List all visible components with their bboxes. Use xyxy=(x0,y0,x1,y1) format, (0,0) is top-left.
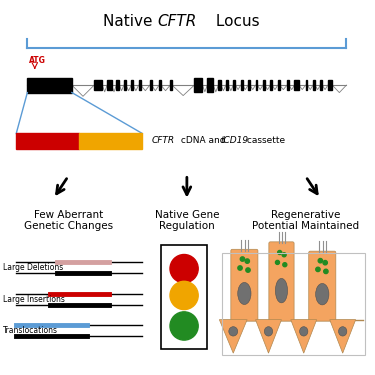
Bar xyxy=(94,81,102,90)
Ellipse shape xyxy=(275,278,288,303)
Bar xyxy=(27,78,72,93)
Bar xyxy=(218,81,221,90)
Bar xyxy=(116,81,119,90)
Circle shape xyxy=(246,268,250,272)
Ellipse shape xyxy=(316,284,329,305)
Bar xyxy=(226,81,228,90)
FancyBboxPatch shape xyxy=(231,249,258,321)
Bar xyxy=(320,81,322,90)
FancyBboxPatch shape xyxy=(269,242,294,321)
Text: cassette: cassette xyxy=(244,136,285,146)
Bar xyxy=(248,81,250,90)
Text: Native Gene
Regulation: Native Gene Regulation xyxy=(154,210,219,231)
Circle shape xyxy=(323,261,327,265)
Text: Native: Native xyxy=(103,14,157,29)
Circle shape xyxy=(238,266,242,270)
Bar xyxy=(306,81,308,90)
Circle shape xyxy=(245,259,249,263)
Bar xyxy=(107,81,112,90)
Bar xyxy=(170,81,172,90)
Ellipse shape xyxy=(238,282,251,304)
FancyBboxPatch shape xyxy=(161,245,207,350)
Bar xyxy=(159,81,161,90)
Text: Large Deletions: Large Deletions xyxy=(3,263,63,272)
Circle shape xyxy=(316,267,320,272)
Bar xyxy=(79,133,142,149)
Text: ATG: ATG xyxy=(29,56,46,64)
Text: Large Insertions: Large Insertions xyxy=(3,295,65,304)
Bar xyxy=(294,81,299,90)
Bar xyxy=(139,81,141,90)
Bar xyxy=(16,133,79,149)
Polygon shape xyxy=(291,320,317,353)
Text: cDNA and: cDNA and xyxy=(178,136,228,146)
Circle shape xyxy=(318,258,322,263)
Polygon shape xyxy=(255,320,282,353)
Bar xyxy=(313,81,315,90)
Polygon shape xyxy=(330,320,356,353)
Circle shape xyxy=(276,260,279,264)
Bar xyxy=(241,81,243,90)
Bar xyxy=(270,81,272,90)
Bar xyxy=(233,81,236,90)
Ellipse shape xyxy=(229,327,238,336)
Text: Regenerative
Potential Maintained: Regenerative Potential Maintained xyxy=(252,210,359,231)
Text: Few Aberrant
Genetic Changes: Few Aberrant Genetic Changes xyxy=(24,210,113,231)
Circle shape xyxy=(170,255,198,283)
Text: CFTR: CFTR xyxy=(157,14,196,29)
Bar xyxy=(131,81,133,90)
Text: CFTR: CFTR xyxy=(152,136,175,146)
Bar xyxy=(255,81,257,90)
Bar xyxy=(124,81,126,90)
Ellipse shape xyxy=(339,327,347,336)
Text: Locus: Locus xyxy=(211,14,260,29)
Bar xyxy=(207,78,213,92)
Circle shape xyxy=(170,281,198,310)
Circle shape xyxy=(278,251,282,255)
Circle shape xyxy=(324,269,328,274)
FancyBboxPatch shape xyxy=(309,251,336,321)
Bar xyxy=(150,81,152,90)
Circle shape xyxy=(282,253,286,257)
Text: tCD19: tCD19 xyxy=(220,136,248,146)
Ellipse shape xyxy=(264,327,273,336)
Circle shape xyxy=(283,263,287,267)
Bar xyxy=(278,81,280,90)
Bar xyxy=(287,81,289,90)
Circle shape xyxy=(170,312,198,340)
Circle shape xyxy=(240,257,244,261)
Bar xyxy=(328,81,332,90)
Text: Translocations: Translocations xyxy=(3,326,58,335)
Ellipse shape xyxy=(300,327,308,336)
Polygon shape xyxy=(219,320,247,353)
Bar xyxy=(194,78,202,92)
Bar xyxy=(222,253,365,355)
Bar xyxy=(263,81,265,90)
